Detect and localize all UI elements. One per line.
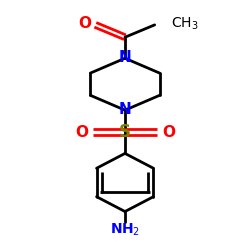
Text: O: O xyxy=(78,16,92,32)
Text: N: N xyxy=(119,102,132,117)
Text: O: O xyxy=(75,125,88,140)
Text: N: N xyxy=(119,50,132,65)
Text: NH$_2$: NH$_2$ xyxy=(110,222,140,238)
Text: CH$_3$: CH$_3$ xyxy=(171,16,198,32)
Text: O: O xyxy=(162,125,175,140)
Text: S: S xyxy=(119,124,131,142)
